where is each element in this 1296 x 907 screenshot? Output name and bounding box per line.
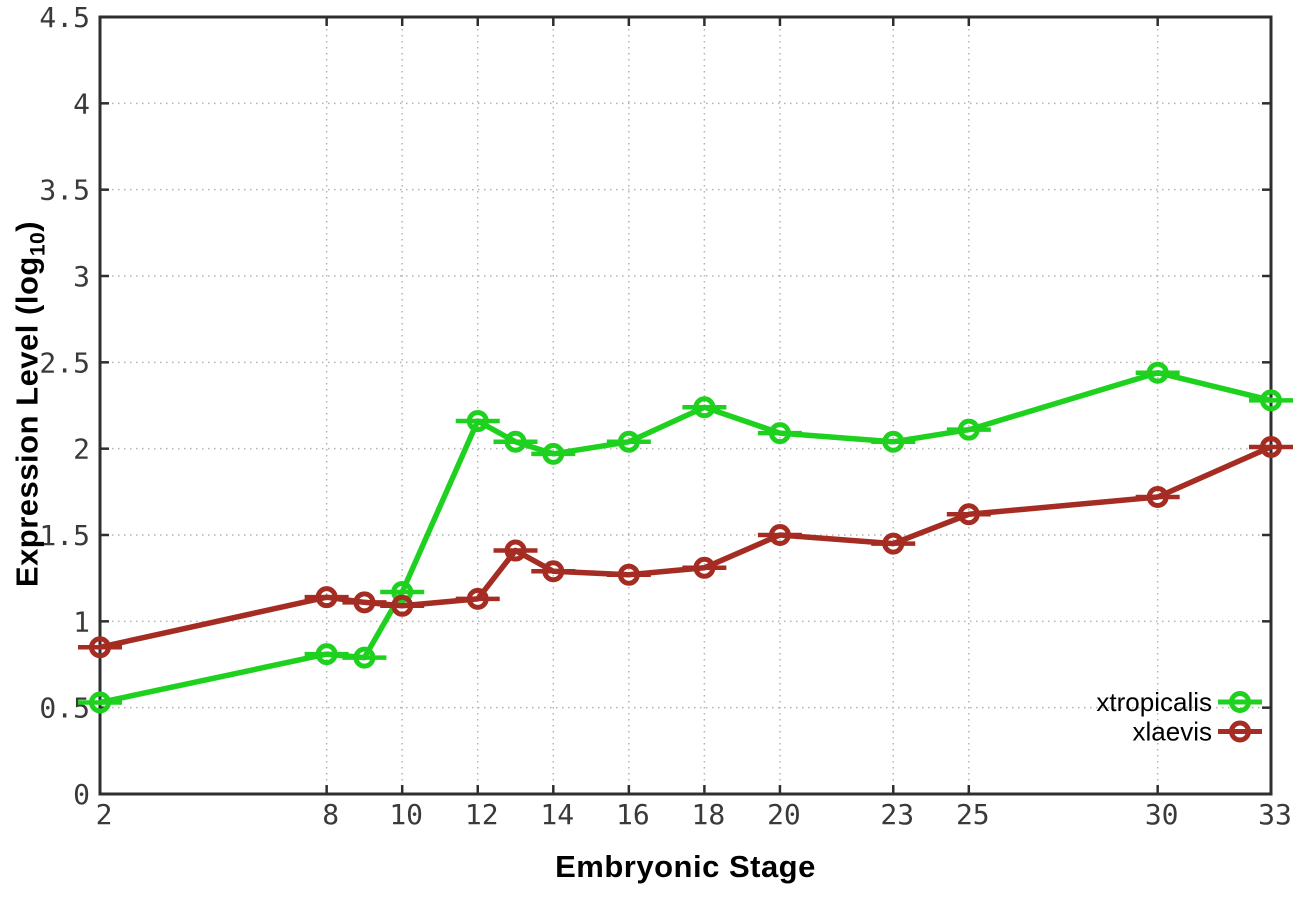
y-tick-label: 2 <box>73 433 90 466</box>
data-point-marker <box>391 594 414 617</box>
y-tick-label: 1.5 <box>39 519 90 552</box>
data-point-marker <box>466 410 489 433</box>
y-tick-label: 4.5 <box>39 1 90 34</box>
y-tick-labels: 0 0.5 1 1.5 2 2.5 3 3.5 4 4.5 <box>39 1 90 811</box>
data-point-marker <box>1146 486 1169 509</box>
data-point-marker <box>1260 435 1282 458</box>
y-tick-label: 4 <box>73 87 90 120</box>
data-point-marker <box>768 422 791 445</box>
x-tick-label: 30 <box>1145 798 1179 831</box>
data-point-marker <box>353 591 376 614</box>
x-tick-label: 8 <box>322 798 339 831</box>
y-tick-label: 0.5 <box>39 692 90 725</box>
y-axis-title-subscript: 10 <box>26 231 50 257</box>
x-tick-label: 14 <box>540 798 574 831</box>
data-point-marker <box>89 691 111 714</box>
data-point-marker <box>504 539 527 562</box>
y-axis-title-main: Expression Level (log <box>9 256 45 588</box>
data-point-marker <box>353 646 376 669</box>
x-tick-label: 16 <box>616 798 650 831</box>
data-point-marker <box>617 430 640 453</box>
data-point-marker <box>89 636 111 659</box>
x-tick-label: 10 <box>389 798 423 831</box>
data-point-marker <box>466 587 489 610</box>
data-point-marker <box>542 442 565 465</box>
x-tick-labels: 2 8 10 12 14 16 18 20 23 25 30 33 <box>96 798 1292 831</box>
data-point-marker <box>957 503 980 526</box>
y-tick-label: 0 <box>73 778 90 811</box>
y-tick-label: 2.5 <box>39 346 90 379</box>
x-tick-label: 20 <box>767 798 801 831</box>
series-line-xlaevis <box>97 444 1274 650</box>
y-tick-label: 3.5 <box>39 174 90 207</box>
data-point-marker <box>542 560 565 583</box>
y-axis-title: Expression Level (log10) <box>10 16 52 793</box>
plot-border <box>98 15 1273 796</box>
data-point-marker <box>882 532 905 555</box>
axis-ticks <box>98 15 1273 796</box>
data-point-marker <box>504 430 527 453</box>
data-point-marker <box>693 556 716 579</box>
y-tick-label: 3 <box>73 260 90 293</box>
x-tick-label: 12 <box>465 798 499 831</box>
x-tick-label: 23 <box>880 798 914 831</box>
data-point-marker <box>1146 361 1169 384</box>
series-xtropicalis <box>78 361 1293 714</box>
series-xlaevis <box>78 435 1293 659</box>
data-point-marker <box>617 563 640 586</box>
data-point-marker <box>1260 389 1282 412</box>
legend-sample-marker-xtropicalis <box>1229 691 1251 713</box>
x-tick-label: 18 <box>692 798 726 831</box>
series-line-xtropicalis <box>97 369 1274 706</box>
data-point-marker <box>693 396 716 419</box>
legend-sample-marker-xlaevis <box>1229 720 1251 743</box>
x-tick-label: 33 <box>1258 798 1292 831</box>
y-tick-label: 1 <box>73 605 90 638</box>
legend-label-xlaevis: xlaevis <box>1133 717 1212 747</box>
data-point-marker <box>391 580 414 603</box>
data-point-marker <box>957 418 980 441</box>
y-axis-title-close: ) <box>9 220 45 232</box>
data-point-marker <box>882 430 905 453</box>
x-tick-label: 2 <box>96 798 113 831</box>
x-tick-label: 25 <box>956 798 990 831</box>
data-point-marker <box>315 586 338 609</box>
x-axis-title: Embryonic Stage <box>555 849 816 884</box>
data-point-marker <box>315 643 338 666</box>
legend-label-xtropicalis: xtropicalis <box>1096 687 1212 717</box>
data-point-marker <box>768 524 791 546</box>
